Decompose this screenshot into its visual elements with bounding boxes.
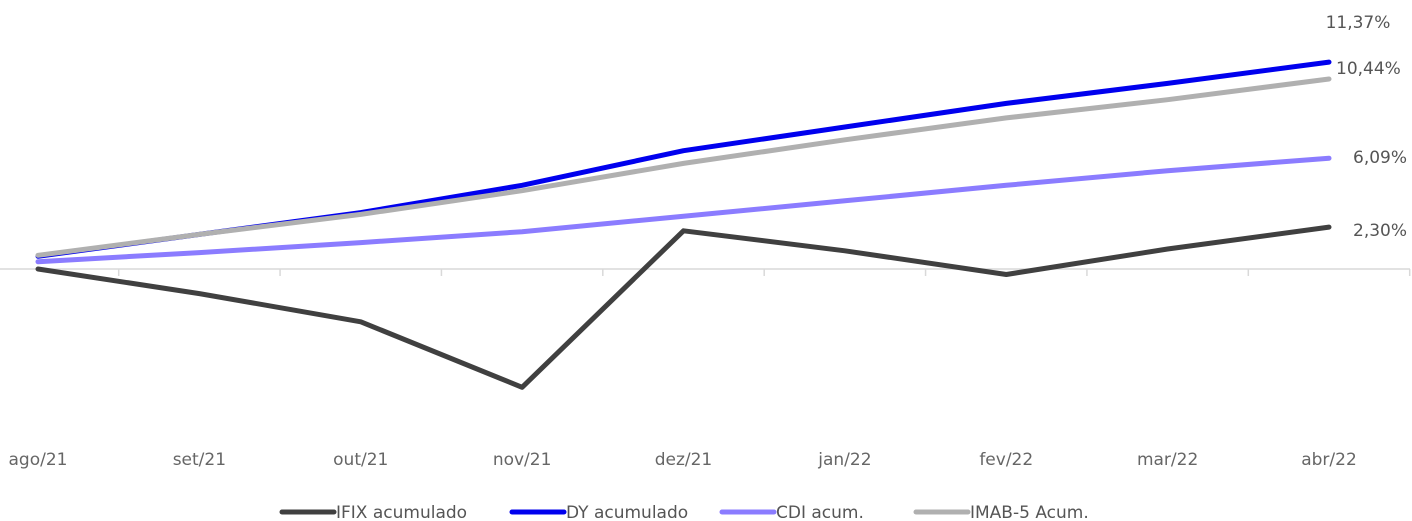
- series-line-dy-acumulado: [35, 59, 1332, 259]
- legend-label: IFIX acumulado: [336, 503, 467, 521]
- legend-item: IFIX acumulado: [279, 503, 467, 521]
- legend-label: DY acumulado: [566, 503, 688, 521]
- x-tick-label: mar/22: [1137, 450, 1198, 470]
- x-tick-label: set/21: [173, 450, 226, 470]
- series-line-ifix-acumulado: [35, 224, 1332, 390]
- legend: IFIX acumulado DY acumulado CDI acum. IMAB-…: [279, 503, 1089, 521]
- end-value-label: 2,30%: [1353, 221, 1407, 241]
- end-value-label: 11,37%: [1326, 13, 1391, 33]
- series-line-imab-5-acum: [35, 76, 1332, 258]
- end-value-label: 10,44%: [1336, 59, 1401, 79]
- x-tick-label: nov/21: [493, 450, 552, 470]
- legend-item: CDI acum.: [719, 503, 864, 521]
- series-line-cdi-acum: [35, 155, 1332, 265]
- legend-label: CDI acum.: [776, 503, 864, 521]
- legend-item: IMAB-5 Acum.: [913, 503, 1089, 521]
- legend-label: IMAB-5 Acum.: [970, 503, 1089, 521]
- x-tick-label: abr/22: [1301, 450, 1357, 470]
- series-lines: [35, 59, 1332, 390]
- end-value-label: 6,09%: [1353, 148, 1407, 168]
- x-tick-label: fev/22: [979, 450, 1033, 470]
- end-labels: 2,30% 11,37% 6,09% 10,44%: [1326, 13, 1407, 241]
- x-tick-label: ago/21: [9, 450, 68, 470]
- x-axis: [0, 268, 1411, 276]
- legend-item: DY acumulado: [509, 503, 688, 521]
- x-tick-labels: ago/21 set/21 out/21 nov/21 dez/21 jan/22 fev/…: [9, 450, 1357, 470]
- x-tick-label: out/21: [333, 450, 388, 470]
- x-tick-label: dez/21: [655, 450, 713, 470]
- x-tick-label: jan/22: [817, 450, 871, 470]
